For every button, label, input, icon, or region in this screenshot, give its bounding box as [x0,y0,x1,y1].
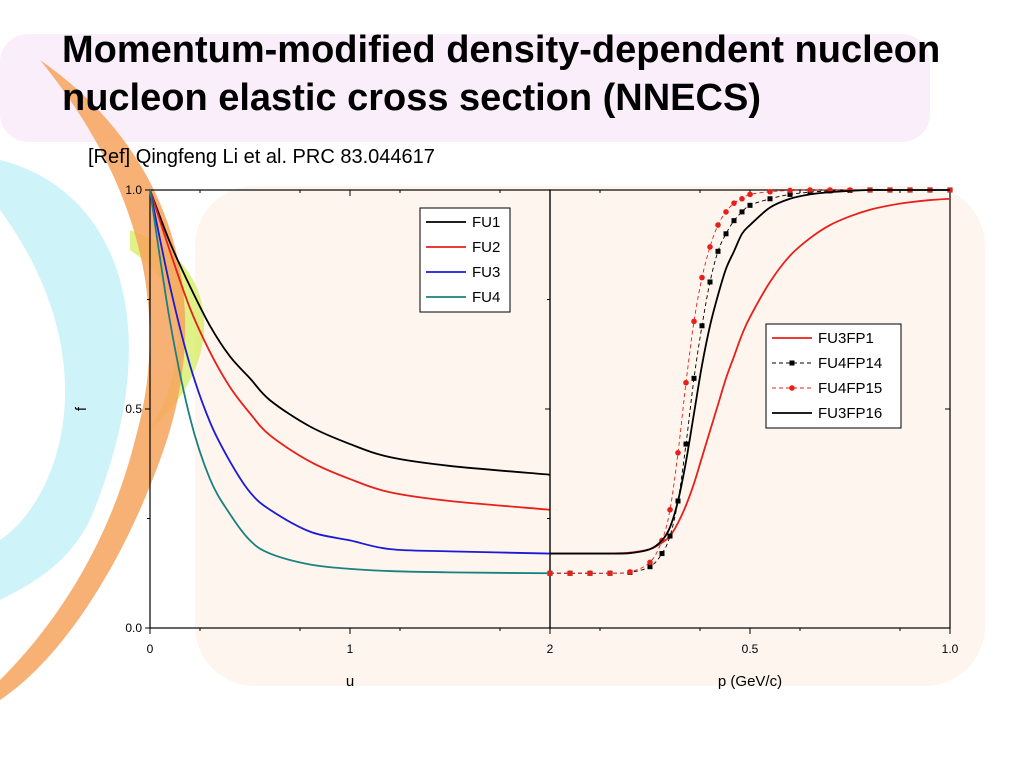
legend-label: FU3FP16 [818,405,882,422]
data-point-fu4fp14 [715,248,721,254]
y-tick-label: 0.0 [125,621,142,635]
series-line-fu3 [149,189,551,555]
legend-marker [789,385,795,391]
data-point-fu4fp15 [683,379,689,386]
data-point-fu4fp14 [731,218,737,224]
data-point-fu4fp14 [699,323,705,329]
data-point-fu4fp15 [715,222,721,228]
data-point-fu4fp15 [675,450,681,456]
x-tick-label: 1.0 [942,642,959,656]
data-point-fu4fp15 [767,188,773,195]
right-panel: 0.5 1.0 p (GeV/c) FU3FP1 FU4FP14 FU4FP15 FU3FP… [545,187,959,690]
data-point-fu4fp15 [731,200,737,206]
title-band [0,34,930,142]
series-line-fu1 [149,189,551,476]
data-point-fu4fp14 [683,441,689,447]
legend-label: FU1 [472,214,500,231]
x-axis-label: p (GeV/c) [718,673,782,690]
data-point-fu4fp14 [659,551,665,557]
data-point-fu4fp15 [699,274,705,281]
slide-title: Momentum-modified density-dependent nucl… [62,29,941,119]
legend-box [419,207,511,313]
legend-marker [789,360,795,366]
series-line-fu2 [149,189,551,511]
data-point-fu4fp15 [807,187,813,193]
data-point-fu4fp15 [587,570,593,577]
legend-label: FU4FP15 [818,380,882,397]
y-tick-label: 0.5 [125,402,142,416]
series-line-fu3fp16 [550,189,950,555]
swoosh-cyan [0,160,129,600]
data-point-fu4fp14 [767,196,773,202]
data-point-fu4fp15 [739,195,745,202]
data-point-fu4fp14 [787,191,793,197]
legend-label: FU3 [472,264,500,281]
x-tick-label: 2 [547,642,554,656]
data-point-fu4fp15 [723,209,729,215]
data-point-fu4fp15 [647,559,653,566]
data-point-fu4fp14 [647,564,653,570]
y-axis-label: f [73,406,90,411]
y-tick-label: 1.0 [125,183,142,197]
legend-box [765,323,902,429]
legend-label: FU4 [472,289,500,306]
swoosh-green [130,230,205,430]
data-point-fu4fp15 [707,244,713,250]
data-point-fu4fp15 [607,570,613,577]
data-point-fu4fp15 [567,570,573,577]
x-tick-label: 0.5 [742,642,759,656]
x-tick-label: 0 [147,642,154,656]
data-point-fu4fp15 [691,318,697,325]
x-tick-label: 1 [347,642,354,656]
data-point-fu4fp15 [627,569,633,575]
reference-citation: [Ref] Qingfeng Li et al. PRC 83.044617 [88,146,435,168]
data-point-fu4fp14 [739,209,745,215]
data-point-fu4fp15 [787,187,793,194]
x-axis-label: u [346,673,354,690]
data-point-fu4fp14 [747,202,753,208]
data-point-fu4fp14 [667,533,673,539]
series-line-fu4 [149,189,551,575]
legend-label: FU3FP1 [818,330,874,347]
data-point-fu4fp15 [547,570,553,577]
data-point-fu4fp15 [747,191,753,198]
swoosh-orange [0,60,186,700]
data-point-fu4fp15 [667,506,673,513]
plot-backdrop-panel [195,186,985,686]
legend-label: FU2 [472,239,500,256]
data-point-fu4fp14 [707,279,713,285]
left-panel: 0 1 2 0.0 0.5 1.0 u f FU1 FU2 FU3 FU4 [73,183,554,690]
legend-label: FU4FP14 [818,355,882,372]
data-point-fu4fp14 [691,375,697,381]
data-point-fu4fp14 [723,231,729,237]
